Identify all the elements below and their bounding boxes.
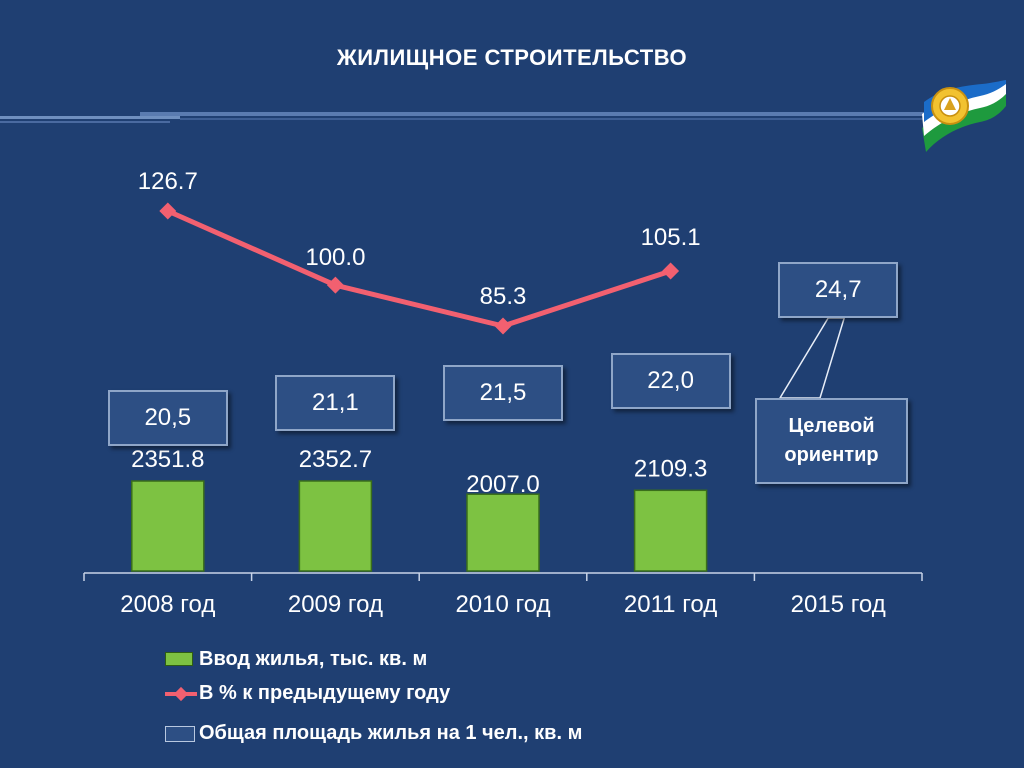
bar-data-label: 2351.8 [131, 446, 204, 473]
legend-label-bar: Ввод жилья, тыс. кв. м [199, 648, 428, 670]
per-capita-box: 21,1 [275, 375, 396, 432]
bar [298, 480, 373, 572]
target-label-line1: Целевой [788, 415, 875, 437]
bar [131, 480, 205, 572]
bar-data-label: 2352.7 [299, 446, 372, 473]
line-data-label: 126.7 [138, 168, 198, 195]
per-capita-box: 24,7 [778, 262, 899, 318]
legend-label-box: Общая площадь жилья на 1 чел., кв. м [199, 722, 583, 744]
per-capita-box: 21,5 [443, 365, 563, 422]
legend-box-swatch [165, 726, 195, 742]
x-tick-label: 2015 год [791, 591, 886, 618]
per-capita-box: 22,0 [610, 353, 731, 409]
line-point [662, 262, 680, 280]
bar [466, 493, 540, 572]
line-series [166, 208, 672, 329]
x-tick-label: 2010 год [455, 591, 550, 618]
legend-bar-swatch [165, 652, 193, 666]
bar-data-label: 2007.0 [466, 471, 539, 498]
bar [633, 489, 708, 572]
bar-data-label: 2109.3 [634, 455, 707, 482]
legend-label-line: В % к предыдущему году [199, 682, 451, 704]
line-point [159, 202, 177, 220]
target-label-line2: ориентир [784, 444, 879, 466]
bashkortostan-flag-emblem-icon [922, 80, 1006, 152]
line-data-label: 100.0 [305, 244, 365, 271]
legend-line-swatch [165, 686, 197, 702]
header-divider [0, 112, 940, 123]
slide-title: ЖИЛИЩНОЕ СТРОИТЕЛЬСТВО [336, 45, 688, 70]
line-data-label: 85.3 [480, 283, 527, 310]
x-tick-label: 2008 год [120, 591, 215, 618]
line-data-label: 105.1 [641, 224, 701, 251]
x-tick-label: 2011 год [624, 591, 717, 618]
line-point [326, 276, 344, 294]
per-capita-box: 20,5 [107, 390, 228, 446]
target-label-box: Целевой ориентир [755, 398, 908, 484]
target-callout-connector [778, 317, 846, 399]
line-point [494, 317, 512, 335]
x-tick-label: 2009 год [288, 591, 383, 618]
